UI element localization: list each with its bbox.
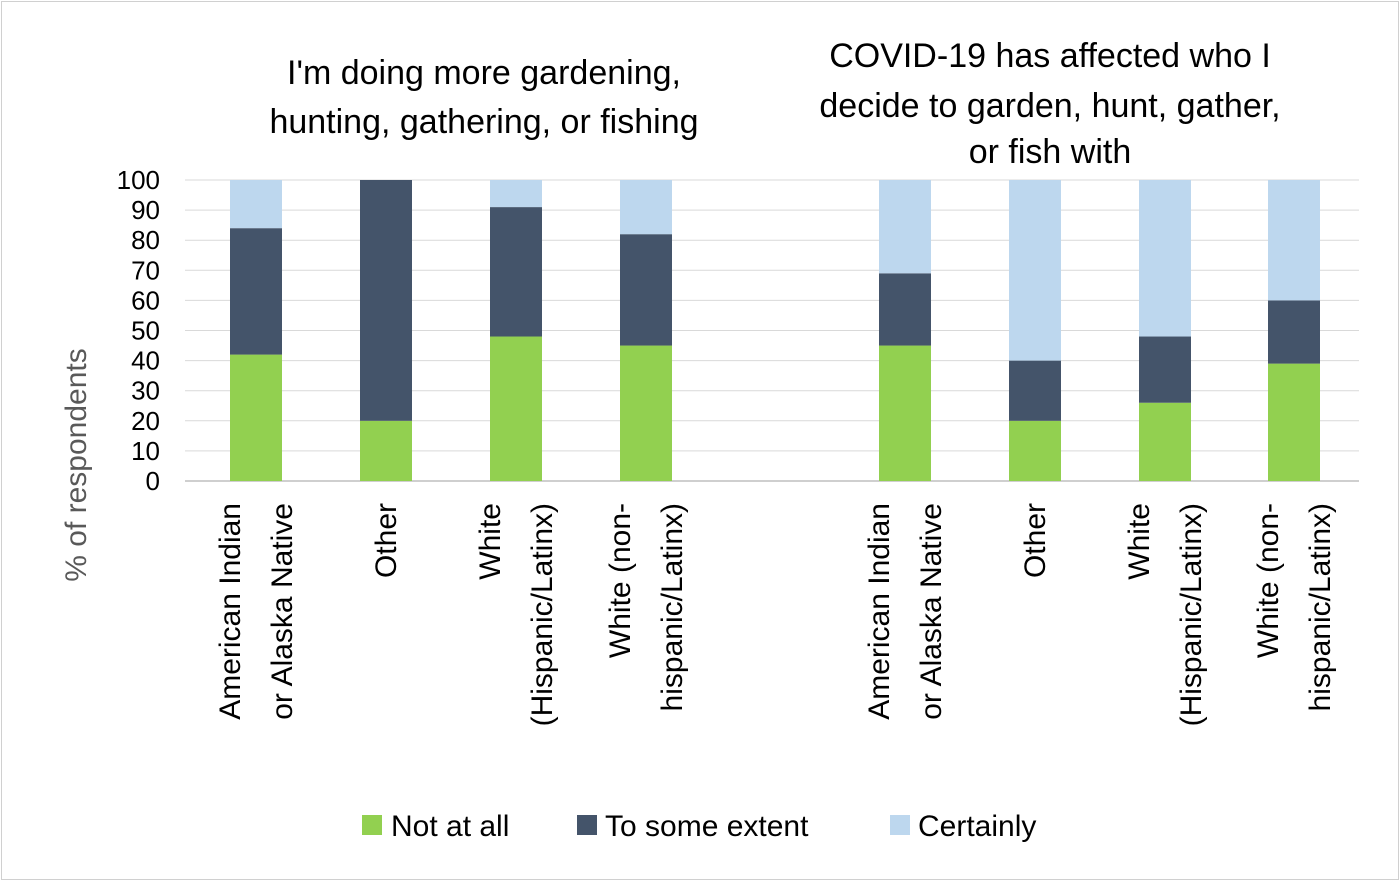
legend-label: Certainly — [918, 810, 1036, 843]
category-label: White — [1123, 503, 1156, 580]
category-label: Other — [370, 503, 403, 578]
bar-segment — [1268, 363, 1320, 481]
bar-segment — [490, 336, 542, 481]
bar-segment — [1139, 336, 1191, 403]
bar-segment — [1009, 420, 1061, 481]
category-label: American Indian — [214, 503, 247, 720]
panel-title: or fish with — [969, 133, 1132, 171]
y-tick-label: 50 — [131, 316, 160, 346]
bar-segment — [360, 180, 412, 421]
y-tick-label: 40 — [131, 346, 160, 376]
legend-label: Not at all — [391, 810, 509, 843]
legend-swatch — [362, 815, 382, 835]
panel-title: hunting, gathering, or fishing — [269, 103, 698, 141]
bar-segment — [879, 180, 931, 274]
category-label: White — [474, 503, 507, 580]
bar-segment — [879, 273, 931, 346]
category-label: hispanic/Latinx) — [656, 503, 689, 711]
legend-swatch — [577, 815, 597, 835]
category-label: American Indian — [863, 503, 896, 720]
bar-segment — [360, 420, 412, 481]
y-tick-label: 10 — [131, 436, 160, 466]
bar-segment — [1268, 180, 1320, 301]
category-label: hispanic/Latinx) — [1304, 503, 1337, 711]
y-tick-label: 0 — [146, 466, 160, 496]
bar-segment — [490, 207, 542, 337]
bar-segment — [620, 345, 672, 481]
category-label: White (non- — [1252, 503, 1285, 658]
category-label: (Hispanic/Latinx) — [1175, 503, 1208, 726]
legend-label: To some extent — [605, 810, 809, 843]
bar-segment — [230, 354, 282, 481]
y-tick-label: 60 — [131, 285, 160, 315]
panel-title: decide to garden, hunt, gather, — [819, 87, 1280, 125]
bar-segment — [1268, 300, 1320, 364]
category-label: White (non- — [604, 503, 637, 658]
y-tick-label: 20 — [131, 406, 160, 436]
legend-swatch — [890, 815, 910, 835]
bar-segment — [230, 228, 282, 355]
y-axis-label: % of respondents — [60, 348, 93, 581]
category-label: or Alaska Native — [266, 503, 299, 720]
category-label: (Hispanic/Latinx) — [526, 503, 559, 726]
bar-segment — [1139, 402, 1191, 481]
bar-segment — [879, 345, 931, 481]
bar-segment — [1139, 180, 1191, 337]
panel-title: I'm doing more gardening, — [287, 54, 681, 92]
bar-segment — [620, 180, 672, 235]
bar-segment — [230, 180, 282, 229]
bar-segment — [620, 234, 672, 346]
panel-title: COVID-19 has affected who I — [829, 37, 1271, 75]
y-tick-label: 90 — [131, 195, 160, 225]
y-tick-label: 80 — [131, 225, 160, 255]
category-label: Other — [1019, 503, 1052, 578]
bar-segment — [1009, 360, 1061, 421]
y-tick-label: 70 — [131, 255, 160, 285]
category-label: or Alaska Native — [915, 503, 948, 720]
bar-segment — [1009, 180, 1061, 361]
y-tick-label: 30 — [131, 376, 160, 406]
y-tick-label: 100 — [117, 165, 160, 195]
bar-segment — [490, 180, 542, 208]
